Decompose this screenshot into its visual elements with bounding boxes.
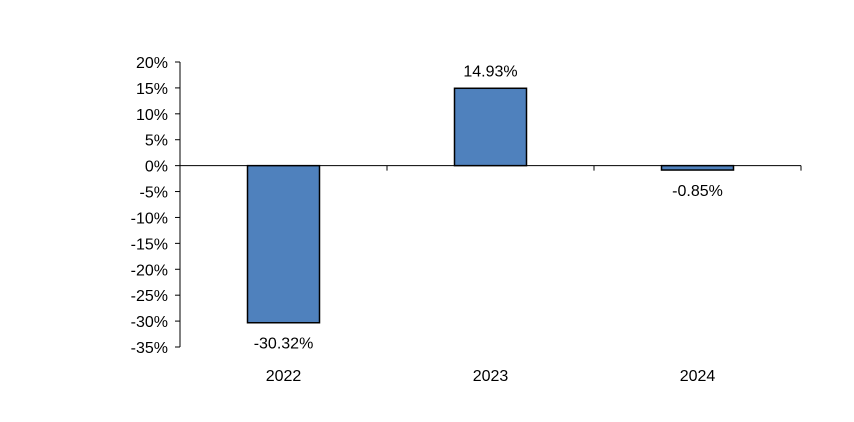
y-tick-label: 15% xyxy=(136,81,168,98)
data-label: -0.85% xyxy=(672,183,723,200)
y-tick-label: -20% xyxy=(131,262,168,279)
y-tick-label: 20% xyxy=(136,55,168,72)
y-tick-label: -5% xyxy=(140,185,168,202)
y-tick-label: -10% xyxy=(131,210,168,227)
x-tick-label: 2024 xyxy=(680,368,716,385)
bar-2022 xyxy=(246,164,321,324)
y-tick-label: 0% xyxy=(145,159,168,176)
y-tick-label: 5% xyxy=(145,133,168,150)
x-tick-label: 2023 xyxy=(473,368,509,385)
data-label: 14.93% xyxy=(463,63,517,80)
x-tick-label: 2022 xyxy=(266,368,302,385)
y-axis: 20% 15% 10% 5% 0% -5% -10% -15% -20% -25% -30% -35% xyxy=(131,55,181,357)
bar-2023 xyxy=(453,87,528,167)
y-tick-label: -15% xyxy=(131,236,168,253)
y-tick-label: -30% xyxy=(131,314,168,331)
y-tick-label: -35% xyxy=(131,340,168,357)
data-label: -30.32% xyxy=(254,336,314,353)
y-tick-label: -25% xyxy=(131,288,168,305)
bars xyxy=(246,87,735,324)
bar-2024 xyxy=(660,164,735,171)
y-tick-label: 10% xyxy=(136,107,168,124)
data-labels: -30.32% 14.93% -0.85% xyxy=(254,63,723,352)
